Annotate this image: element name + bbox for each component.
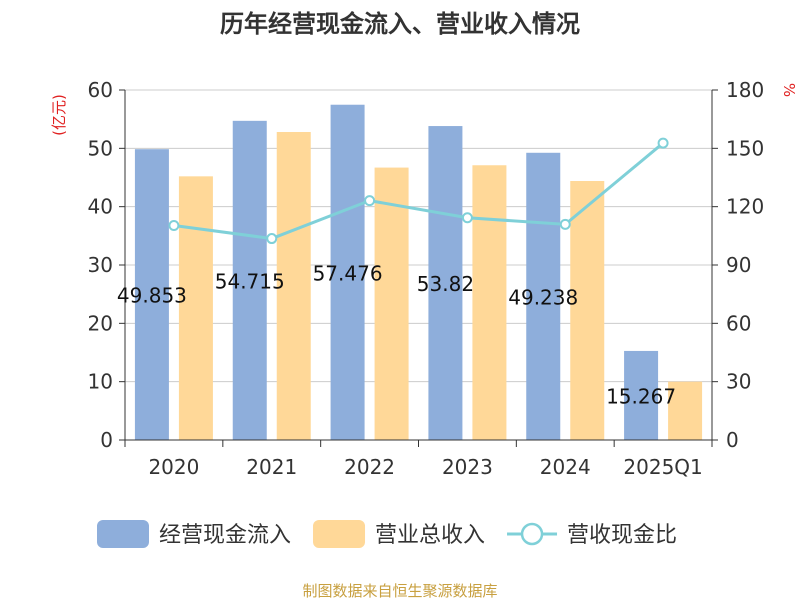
bar-data-label: 53.82 <box>417 272 474 296</box>
legend: 经营现金流入 营业总收入 营收现金比 <box>97 520 677 548</box>
left-tick-label: 50 <box>88 136 113 160</box>
bar-data-label: 15.267 <box>606 384 676 408</box>
ratio-point <box>461 212 473 224</box>
legend-item: 营业总收入 <box>313 520 485 548</box>
axes: 0 10 20 30 40 50 60 0 30 60 90 120 150 180 2020 2021 202… <box>88 78 765 479</box>
ratio-point <box>168 220 180 232</box>
bar <box>374 167 409 441</box>
legend-swatch <box>313 520 366 548</box>
bar <box>526 152 561 441</box>
left-axis-unit: (亿元) <box>50 94 68 136</box>
left-tick-label: 30 <box>88 253 113 277</box>
right-tick-label: 30 <box>726 370 751 394</box>
legend-marker <box>520 522 544 546</box>
grid-lines <box>125 89 712 441</box>
ratio-point <box>266 233 278 245</box>
x-tick-label: 2021 <box>246 455 297 479</box>
right-tick-label: 150 <box>726 136 764 160</box>
x-tick-label: 2022 <box>344 455 395 479</box>
left-tick-label: 20 <box>88 311 113 335</box>
bar <box>178 176 213 441</box>
right-tick-label: 120 <box>726 195 764 219</box>
ratio-line <box>168 137 669 245</box>
bar <box>472 165 507 440</box>
bar <box>570 181 605 440</box>
left-tick-label: 40 <box>88 195 113 219</box>
x-tick-label: 2023 <box>442 455 493 479</box>
bar <box>134 149 169 440</box>
bar <box>668 381 703 440</box>
bar-data-label: 54.715 <box>215 269 285 293</box>
data-labels: 49.853 54.715 57.476 53.82 49.238 15.267 <box>117 261 676 408</box>
bar-data-label: 49.238 <box>508 285 578 309</box>
left-tick-label: 60 <box>88 78 113 102</box>
legend-swatch <box>97 520 149 548</box>
source-note: 制图数据来自恒生聚源数据库 <box>302 582 497 600</box>
x-tick-label: 2020 <box>148 455 199 479</box>
right-tick-label: 60 <box>726 311 751 335</box>
legend-label: 经营现金流入 <box>159 523 291 548</box>
ratio-point <box>559 218 571 230</box>
bar-data-label: 49.853 <box>117 284 187 308</box>
chart-title: 历年经营现金流入、营业收入情况 <box>220 10 580 38</box>
bar <box>428 126 463 441</box>
bars <box>134 104 703 441</box>
x-tick-label: 2025Q1 <box>623 455 702 479</box>
bar <box>624 350 659 440</box>
x-tick-label: 2024 <box>540 455 591 479</box>
ratio-point <box>657 137 669 149</box>
right-tick-label: 0 <box>726 428 739 452</box>
bar-data-label: 57.476 <box>313 261 383 285</box>
ratio-point <box>364 195 376 207</box>
bar <box>276 132 311 440</box>
legend-item: 经营现金流入 <box>97 520 291 548</box>
bar <box>232 120 267 441</box>
legend-item: 营收现金比 <box>507 522 677 548</box>
legend-label: 营收现金比 <box>567 523 677 548</box>
right-tick-label: 90 <box>726 253 751 277</box>
right-tick-label: 180 <box>726 78 764 102</box>
right-axis-unit: % <box>780 83 798 97</box>
left-tick-label: 10 <box>88 370 113 394</box>
legend-label: 营业总收入 <box>375 523 485 548</box>
left-tick-label: 0 <box>100 428 113 452</box>
bar <box>330 104 365 441</box>
ratio-line-path <box>173 141 665 241</box>
